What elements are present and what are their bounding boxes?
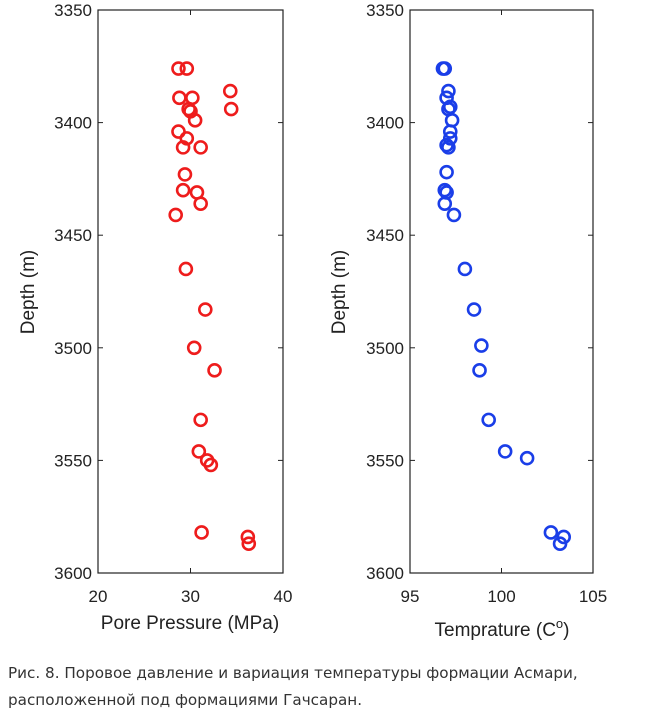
x-tick-label: 105 [579,587,607,606]
data-point [439,164,454,180]
plot-area-frame [409,9,594,574]
x-tick-label: 20 [89,587,108,606]
data-point [466,302,482,317]
data-point [457,261,473,277]
x-tick-label: 40 [274,587,293,606]
figure: 3350 3400 3450 3500 3550 3600 20 30 40 Pore Pre… [18,1,607,641]
tick-marks [97,9,284,574]
y-tick-label: 3450 [54,226,92,245]
y-tick-label: 3500 [54,339,92,358]
y-tick-label: 3500 [366,339,404,358]
x-axis-label-end: ) [563,620,569,641]
data-point [168,207,183,223]
data-point [193,140,208,155]
x-tick-label: 95 [401,587,420,606]
data-point [191,444,207,459]
data-point [222,83,238,99]
y-tick-label: 3550 [366,451,404,470]
data-point [175,140,191,155]
data-point [172,90,187,106]
y-tick-labels: 3350 3400 3450 3500 3550 3600 [54,1,92,583]
y-tick-labels: 3350 3400 3450 3500 3550 3600 [366,1,404,583]
tick-marks [409,9,594,574]
data-point [552,536,568,552]
data-point [519,450,535,466]
data-point [198,302,213,317]
y-axis-label: Depth (m) [18,250,39,334]
data-point [442,124,458,139]
x-axis-label-superscript: o [556,616,563,631]
x-tick-label: 100 [487,587,515,606]
data-point [193,196,208,211]
data-point [241,536,257,552]
data-point [178,261,194,277]
data-point [186,340,202,356]
temperature-panel: 3350 3400 3450 3500 3550 3600 95 100 105 Tempra… [329,1,607,641]
data-point [497,444,513,459]
y-tick-label: 3450 [366,226,404,245]
y-tick-label: 3350 [366,1,404,20]
temperature-markers [435,61,572,552]
data-point [240,529,256,545]
data-point [179,61,195,76]
y-tick-label: 3400 [54,114,92,133]
x-tick-label: 30 [181,587,200,606]
figure-caption: Рис. 8. Поровое давление и вариация темп… [8,660,663,714]
x-axis-label: Temprature (Co) [435,616,570,641]
data-point [437,61,453,76]
y-tick-label: 3550 [54,451,92,470]
y-tick-label: 3350 [54,1,92,20]
data-point [175,182,191,198]
y-tick-label: 3400 [366,114,404,133]
data-point [194,525,209,540]
caption-line-2: расположенной под формациями Гачсаран. [8,691,363,709]
data-point [203,457,219,473]
data-point [474,338,489,353]
data-point [472,363,487,378]
data-point [193,412,208,428]
data-point [171,61,186,76]
x-tick-labels: 20 30 40 [89,587,293,606]
y-tick-label: 3600 [54,564,92,583]
pressure-markers [168,61,257,552]
data-point [177,167,193,182]
data-point [223,101,239,117]
data-point [446,207,462,223]
pore-pressure-panel: 3350 3400 3450 3500 3550 3600 20 30 40 Pore Pre… [18,1,292,634]
data-point [481,412,496,428]
data-point [187,113,203,128]
y-axis-label: Depth (m) [329,250,350,334]
data-point [543,525,559,540]
x-axis-label: Pore Pressure (MPa) [101,613,279,634]
data-point [207,363,222,378]
data-point [441,140,456,155]
data-point [437,196,453,211]
x-axis-label-main: Temprature (C [435,620,556,641]
y-tick-label: 3600 [366,564,404,583]
plot-area-frame [97,9,284,574]
x-tick-labels: 95 100 105 [401,587,608,606]
data-point [441,83,456,99]
caption-line-1: Рис. 8. Поровое давление и вариация темп… [8,664,578,682]
